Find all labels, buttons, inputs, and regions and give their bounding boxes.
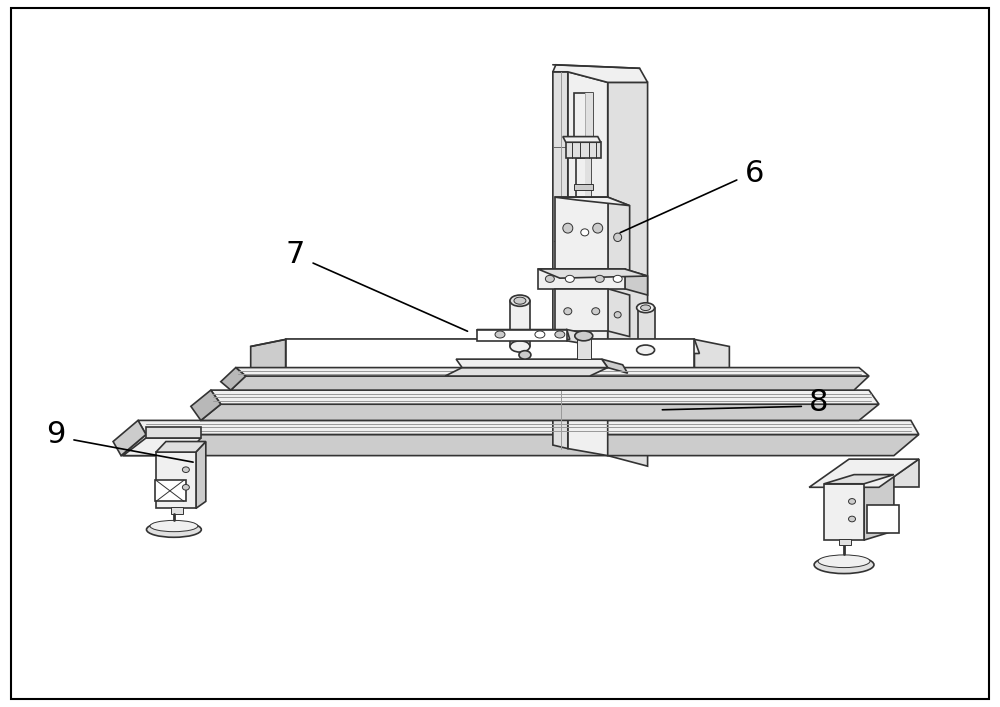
Ellipse shape [182, 484, 189, 490]
Ellipse shape [182, 467, 189, 472]
Polygon shape [809, 459, 919, 487]
Polygon shape [201, 404, 879, 421]
Polygon shape [477, 329, 570, 339]
Polygon shape [211, 390, 879, 404]
Polygon shape [625, 269, 648, 295]
Bar [867, 505, 899, 533]
Polygon shape [553, 72, 568, 448]
Polygon shape [445, 368, 608, 376]
Ellipse shape [593, 223, 603, 233]
Ellipse shape [519, 351, 531, 359]
Polygon shape [555, 288, 608, 331]
Polygon shape [123, 438, 201, 455]
Ellipse shape [814, 556, 874, 573]
Polygon shape [638, 308, 655, 350]
Ellipse shape [555, 331, 565, 338]
Ellipse shape [818, 555, 870, 568]
Polygon shape [608, 83, 648, 466]
Polygon shape [864, 474, 894, 540]
Ellipse shape [614, 233, 622, 242]
Polygon shape [138, 421, 919, 435]
Polygon shape [577, 337, 591, 359]
Ellipse shape [514, 297, 526, 304]
Polygon shape [824, 474, 894, 484]
Text: 6: 6 [745, 159, 764, 189]
Polygon shape [608, 288, 630, 337]
Ellipse shape [614, 312, 621, 318]
Polygon shape [574, 93, 593, 142]
Ellipse shape [495, 331, 505, 338]
Ellipse shape [637, 303, 655, 312]
Polygon shape [510, 300, 530, 346]
Ellipse shape [581, 229, 589, 236]
Ellipse shape [565, 275, 574, 282]
Ellipse shape [849, 516, 856, 522]
Ellipse shape [564, 308, 572, 315]
Polygon shape [602, 359, 628, 373]
Ellipse shape [510, 341, 530, 352]
Polygon shape [839, 539, 851, 545]
Polygon shape [156, 452, 196, 508]
Ellipse shape [510, 295, 530, 306]
Polygon shape [121, 435, 919, 455]
Polygon shape [231, 376, 869, 390]
Polygon shape [576, 158, 591, 197]
Text: 8: 8 [809, 388, 829, 417]
Polygon shape [563, 136, 601, 142]
Ellipse shape [595, 275, 604, 282]
Polygon shape [156, 442, 206, 452]
Polygon shape [574, 185, 593, 190]
Polygon shape [286, 339, 699, 354]
Polygon shape [566, 142, 601, 158]
Ellipse shape [535, 331, 545, 338]
Ellipse shape [592, 308, 600, 315]
Text: 9: 9 [47, 420, 66, 449]
Text: 7: 7 [286, 240, 305, 269]
Polygon shape [236, 368, 869, 376]
Ellipse shape [613, 275, 622, 282]
Polygon shape [251, 339, 286, 375]
Polygon shape [538, 269, 648, 278]
Ellipse shape [146, 522, 201, 537]
Polygon shape [538, 269, 625, 288]
Polygon shape [196, 442, 206, 508]
Ellipse shape [150, 520, 198, 532]
Polygon shape [879, 459, 919, 487]
Ellipse shape [641, 305, 651, 310]
Polygon shape [553, 65, 648, 83]
Polygon shape [146, 428, 201, 438]
Polygon shape [694, 339, 729, 373]
Polygon shape [221, 368, 246, 390]
Ellipse shape [637, 345, 655, 355]
Ellipse shape [849, 498, 856, 504]
Polygon shape [555, 197, 608, 269]
Polygon shape [113, 421, 146, 455]
Polygon shape [585, 93, 593, 142]
Polygon shape [456, 359, 608, 368]
Polygon shape [585, 158, 591, 197]
Polygon shape [171, 507, 183, 514]
Polygon shape [555, 197, 630, 206]
Ellipse shape [575, 331, 593, 341]
Polygon shape [568, 72, 608, 455]
Polygon shape [567, 329, 588, 344]
Polygon shape [191, 390, 221, 421]
Ellipse shape [563, 223, 573, 233]
Polygon shape [824, 484, 864, 540]
Bar [155, 480, 186, 501]
Polygon shape [286, 339, 694, 368]
Polygon shape [477, 329, 567, 341]
Ellipse shape [545, 275, 554, 282]
Polygon shape [608, 197, 630, 274]
